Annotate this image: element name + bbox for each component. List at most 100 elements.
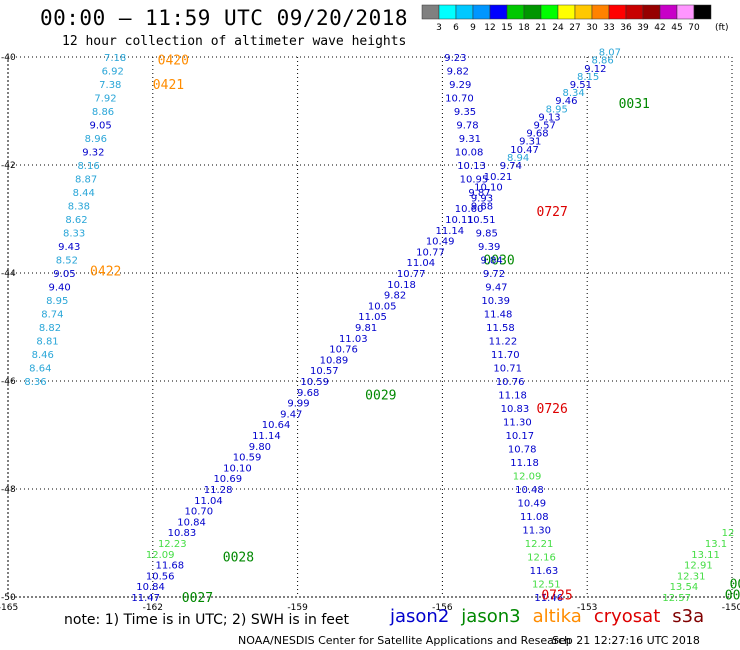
wave-height-value: 11.08: [520, 512, 549, 523]
legend-s3a: s3a: [672, 606, 705, 627]
wave-height-value: 11.18: [510, 458, 539, 469]
wave-height-value: 9.80: [249, 442, 271, 453]
wave-height-value: 9.05: [90, 121, 112, 132]
colorbar-label: 30: [586, 23, 598, 33]
colorbar-label: 12: [484, 23, 495, 33]
wave-height-value: 10.64: [262, 420, 291, 431]
wave-height-value: 11.03: [339, 334, 368, 345]
colorbar-legend: 3 6 9 12 15 18 21 24 27 30 33 36 39 42 45 70 (ft): [421, 4, 729, 33]
wave-height-value: 10.18: [387, 280, 416, 291]
wave-height-value: 8.62: [65, 215, 87, 226]
footer-note: note: 1) Time is in UTC; 2) SWH is in fe…: [64, 612, 350, 628]
wave-height-value: 10.13: [457, 161, 486, 172]
wave-height-value: 8.44: [73, 188, 95, 199]
colorbar-label: 9: [470, 23, 476, 33]
legend-cryosat: cryosat: [593, 606, 661, 627]
colorbar-label: 3: [436, 23, 442, 33]
wave-height-value: 10.05: [368, 301, 397, 312]
wave-height-value: 10.83: [501, 404, 530, 415]
y-tick-label: -50: [1, 593, 16, 603]
wave-height-value: 9.72: [483, 269, 505, 280]
wave-height-value: 9.57: [534, 121, 556, 132]
wave-height-value: 8.82: [39, 323, 61, 334]
wave-height-value: 12.57: [662, 593, 691, 604]
wave-height-value: 11.47: [131, 593, 160, 604]
track-cryosat-descending: 9.239.829.2910.709.359.789.3110.0810.131…: [444, 53, 572, 604]
wave-height-value: 11.46: [534, 593, 563, 604]
x-tick-label: -150: [722, 603, 740, 613]
wave-height-value: 10.69: [213, 474, 242, 485]
wave-height-value: 9.32: [82, 148, 104, 159]
wave-height-value: 12.23: [158, 539, 187, 550]
wave-height-value: 10.84: [136, 582, 165, 593]
wave-height-value: 8.95: [546, 104, 568, 115]
wave-height-value: 8.74: [41, 310, 63, 321]
wave-height-value: 8.86: [591, 56, 613, 67]
wave-height-value: 10.84: [177, 517, 206, 528]
wave-height-value: 7.18: [104, 53, 126, 64]
wave-height-value: 9.81: [355, 323, 377, 334]
wave-height-value: 9.12: [584, 64, 606, 75]
wave-height-value: 10.95: [460, 175, 489, 186]
wave-height-value: 9.93: [471, 193, 493, 204]
wave-height-value: 12.09: [513, 472, 542, 483]
y-tick-label: -40: [1, 53, 16, 63]
pass-time-label: 0725: [541, 588, 572, 603]
wave-height-value: 9.85: [476, 229, 498, 240]
colorbar-label: 45: [671, 23, 682, 33]
x-tick-label: -156: [432, 603, 453, 613]
wave-height-value: 10.89: [320, 355, 349, 366]
footer-credit: NOAA/NESDIS Center for Satellite Applica…: [238, 634, 572, 647]
chart-subtitle: 12 hour collection of altimeter wave hei…: [62, 34, 407, 49]
wave-height-value: 10.83: [168, 528, 197, 539]
wave-height-value: 11.05: [358, 312, 387, 323]
wave-height-value: 8.15: [577, 72, 599, 83]
wave-height-value: 10.47: [510, 145, 539, 156]
wave-height-value: 9.88: [471, 202, 493, 213]
wave-height-value: 9.68: [526, 129, 548, 140]
wave-height-value: 10.77: [416, 247, 445, 258]
wave-height-value: 8.95: [46, 296, 68, 307]
wave-height-value: 10.71: [493, 364, 522, 375]
wave-height-value: 9.84: [480, 256, 502, 267]
wave-height-value: 10.10: [223, 463, 252, 474]
wave-height-value: 9.47: [485, 283, 507, 294]
wave-height-value: 9.51: [570, 80, 592, 91]
wave-height-value: 8.38: [68, 202, 90, 213]
wave-height-value: 8.86: [92, 107, 114, 118]
footer-timestamp: Sep 21 12:27:16 UTC 2018: [552, 634, 700, 647]
wave-height-value: 8.34: [563, 88, 585, 99]
wave-height-value: 12.31: [677, 571, 706, 582]
y-tick-label: -48: [1, 485, 16, 495]
track-altika: 7.18 6.92 7.38 7.92 8.86 9.05 8.96 9.32 8.16 8.87…: [24, 53, 189, 388]
wave-height-value: 11.30: [503, 418, 532, 429]
wave-height-value: 8.46: [32, 350, 54, 361]
wave-height-value: 12.16: [527, 553, 556, 564]
wave-height-value: 10.56: [146, 571, 175, 582]
wave-height-value: 9.43: [58, 242, 80, 253]
wave-height-value: 10.10: [474, 183, 503, 194]
colorbar-label: 36: [620, 23, 632, 33]
wave-height-value: 9.31: [519, 137, 541, 148]
wave-height-value: 8.52: [56, 256, 78, 267]
track-jason3-ascending: 11.4710.8410.5611.6812.0912.2310.8310.84…: [131, 48, 649, 606]
pass-time-label: 0727: [537, 205, 568, 220]
pass-time-label: 0031: [619, 97, 650, 112]
wave-height-value: 11.30: [522, 526, 551, 537]
wave-height-value: 8.36: [24, 377, 46, 388]
pass-time-label: 0027: [182, 591, 213, 606]
wave-height-value: 8.64: [29, 364, 51, 375]
pass-time-label: 0726: [537, 402, 568, 417]
pass-time-label: 0030: [725, 588, 740, 603]
wave-height-value: 11.63: [530, 566, 559, 577]
wave-height-value: 9.23: [444, 53, 466, 64]
wave-height-value: 9.82: [447, 67, 469, 78]
wave-height-value: 11.58: [486, 323, 515, 334]
pass-time-label: 0030: [483, 254, 514, 269]
colorbar-label: 33: [603, 23, 614, 33]
colorbar-swatch: [693, 4, 712, 20]
wave-height-value: 9.87: [468, 188, 490, 199]
wave-height-value: 13.1: [705, 539, 727, 550]
